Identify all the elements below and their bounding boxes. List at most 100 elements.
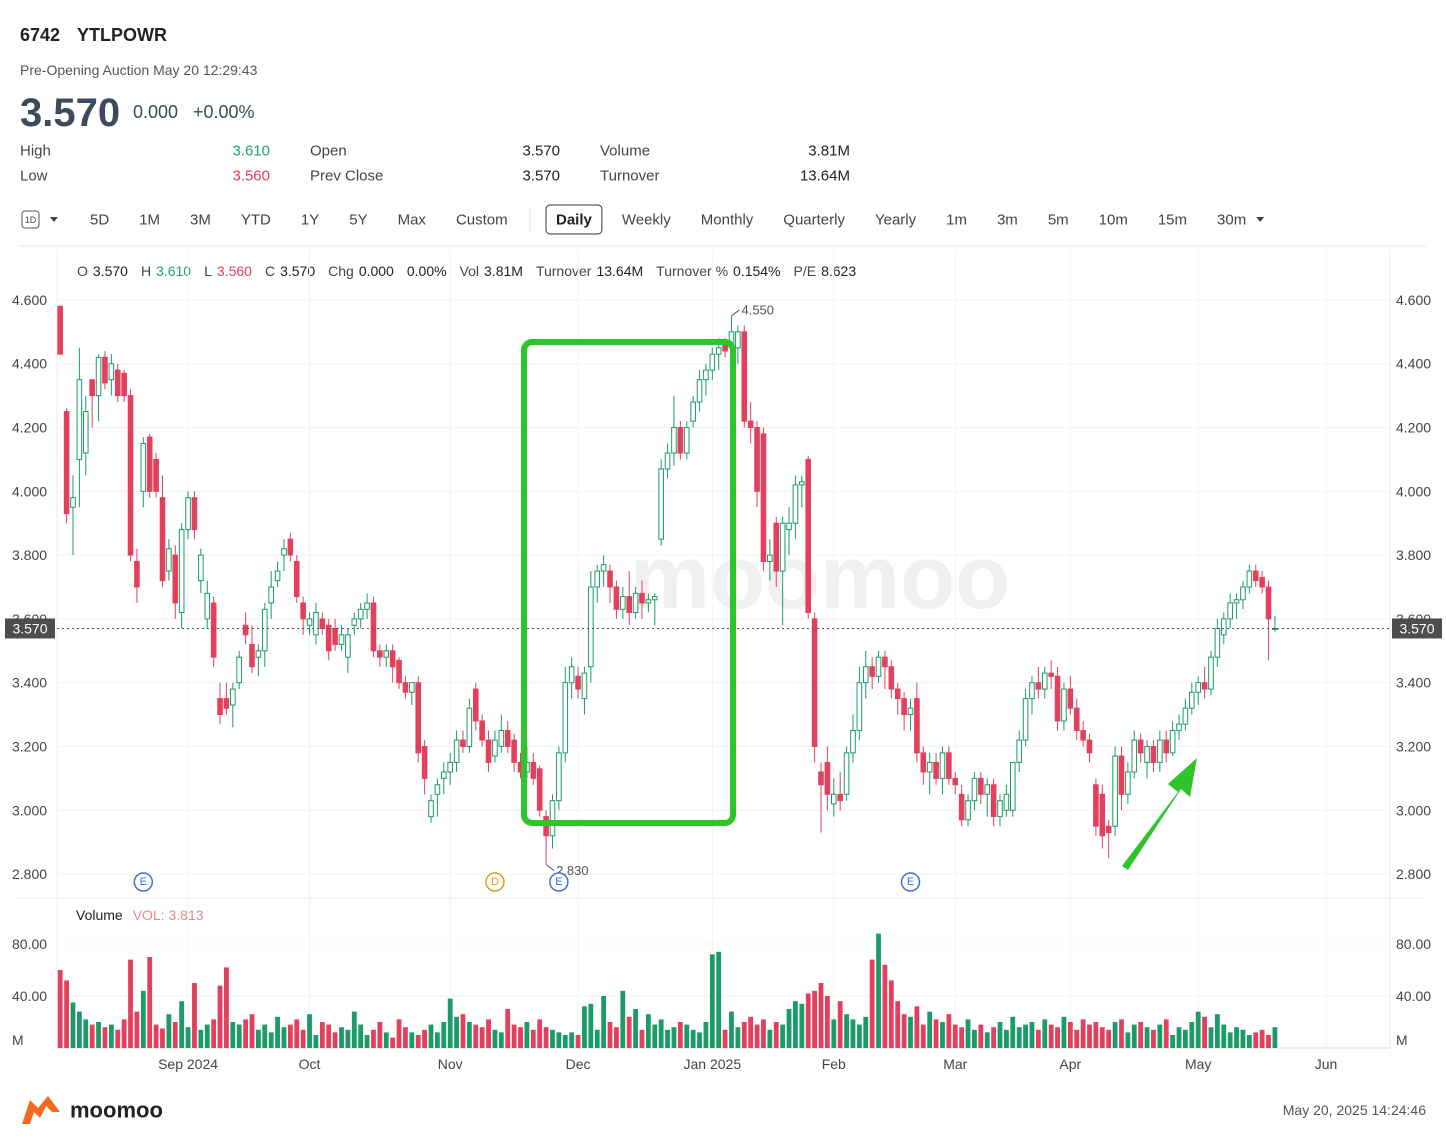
volume-bar — [319, 1022, 325, 1048]
interval-tab[interactable]: 3m — [997, 212, 1018, 229]
volume-bar — [1131, 1024, 1137, 1048]
info-value: 3.81M — [484, 263, 523, 279]
candle-body — [178, 529, 185, 614]
y-tick-label-right: 4.400 — [1396, 356, 1431, 372]
volume-bar — [134, 1011, 140, 1048]
candle-body — [63, 411, 70, 515]
volume-bar — [377, 1022, 383, 1048]
candle-body — [1259, 576, 1265, 588]
volume-bar — [614, 1027, 619, 1048]
volume-bar — [952, 1024, 958, 1048]
candle-body — [472, 688, 479, 722]
volume-bar — [652, 1024, 658, 1048]
info-value: 3.570 — [280, 263, 315, 279]
volume-bar — [1055, 1027, 1060, 1048]
interval-tab[interactable]: 1m — [946, 212, 967, 229]
candle-body — [1137, 739, 1144, 754]
range-tab[interactable]: 5Y — [349, 212, 367, 229]
interval-tab[interactable]: 30m — [1217, 212, 1246, 229]
event-marker[interactable] — [549, 872, 569, 892]
active-tab-box[interactable] — [545, 204, 603, 235]
volume-bar — [1067, 1022, 1073, 1048]
volume-bar — [1004, 1029, 1009, 1048]
event-label[interactable]: E — [140, 876, 147, 888]
candle-body — [901, 698, 907, 716]
candle-body — [1061, 688, 1067, 722]
range-tab[interactable]: Custom — [456, 212, 508, 229]
volume-bar — [607, 1022, 613, 1048]
interval-tab[interactable]: 15m — [1158, 212, 1187, 229]
event-marker[interactable] — [900, 872, 921, 892]
chart-layer: moomoo O 3.570 H 3.610 L 3.560 C 3.570 Chg 0.000 0.… — [5, 250, 1442, 1072]
volume-bar — [645, 1014, 651, 1048]
interval-tab[interactable]: Monthly — [701, 212, 754, 229]
candle-body — [57, 305, 63, 355]
candle-body — [1029, 682, 1035, 700]
x-tick-label: Oct — [299, 1056, 321, 1072]
volume-bar — [262, 1024, 268, 1048]
volume-bar — [1163, 1019, 1169, 1048]
volume-title: Volume — [76, 907, 123, 923]
candle-body — [1016, 739, 1022, 763]
event-label[interactable]: E — [555, 876, 562, 888]
event-label[interactable]: D — [491, 876, 499, 888]
range-tab[interactable]: 1M — [139, 212, 160, 229]
volume-bar — [403, 1027, 408, 1048]
volume-bar — [965, 1019, 971, 1048]
volume-bar — [677, 1022, 683, 1048]
candle-body — [715, 347, 722, 355]
highlight-box — [521, 339, 736, 826]
candle-body — [1150, 745, 1157, 763]
event-marker[interactable] — [133, 872, 154, 892]
event-label[interactable]: E — [907, 876, 914, 888]
volume-bar — [856, 1024, 862, 1048]
candle-body — [709, 353, 716, 371]
volume-bar — [665, 1029, 670, 1048]
candle-body — [236, 656, 243, 684]
candle-body — [466, 707, 473, 747]
candle-body — [735, 331, 741, 349]
candle-body — [952, 777, 959, 786]
candle-body — [223, 698, 230, 709]
period-label[interactable]: 1D — [25, 215, 37, 225]
range-tab[interactable]: YTD — [241, 212, 271, 229]
range-tab[interactable]: 1Y — [301, 212, 319, 229]
candle-body — [575, 675, 581, 690]
interval-tab[interactable]: 5m — [1048, 212, 1069, 229]
period-icon[interactable] — [21, 210, 40, 229]
volume-bar — [1259, 1029, 1265, 1048]
candle-body — [434, 784, 441, 795]
candle-body — [357, 608, 364, 620]
interval-tab[interactable]: Yearly — [875, 212, 917, 229]
volume-bar — [671, 1027, 677, 1048]
period-caret[interactable] — [50, 217, 58, 222]
interval-tab[interactable]: 10m — [1099, 212, 1128, 229]
volume-bar — [236, 1024, 242, 1048]
volume-bar — [70, 1002, 76, 1048]
candle-body — [1214, 627, 1221, 658]
candle-body — [249, 643, 255, 668]
volume-bar — [275, 1016, 280, 1048]
volume-bar — [383, 1032, 389, 1048]
volume-bar — [1035, 1029, 1041, 1048]
candle-body — [274, 570, 281, 582]
volume-bar — [466, 1022, 472, 1048]
volume-bar — [447, 998, 453, 1048]
volume-bar — [140, 990, 146, 1048]
interval-tab[interactable]: Quarterly — [783, 212, 845, 229]
y-tick-label: 3.800 — [12, 547, 47, 563]
volume-bar — [697, 1032, 702, 1048]
range-tab[interactable]: 3M — [190, 212, 211, 229]
interval-tab[interactable]: Daily — [556, 212, 593, 229]
interval-caret[interactable] — [1256, 217, 1265, 222]
range-tab[interactable]: 5D — [90, 212, 109, 229]
volume-bar — [722, 1029, 728, 1048]
event-marker[interactable] — [485, 872, 505, 892]
stock-name: YTLPOWR — [77, 25, 167, 45]
range-tab[interactable]: Max — [398, 212, 427, 229]
interval-tab[interactable]: Weekly — [622, 212, 671, 229]
volume-bar — [479, 1027, 485, 1048]
candle-body — [185, 497, 191, 531]
candle-body — [805, 458, 812, 614]
volume-bar — [1125, 1032, 1131, 1048]
